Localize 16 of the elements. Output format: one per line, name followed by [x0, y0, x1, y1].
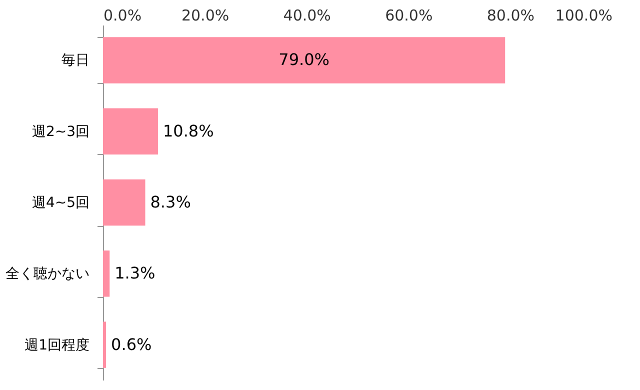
data-label: 8.3% [150, 192, 191, 212]
x-tick-label: 60.0% [385, 6, 433, 24]
x-tick-label: 80.0% [486, 6, 535, 24]
y-tick-label: 毎日 [62, 52, 90, 69]
data-label: 10.8% [162, 121, 214, 140]
data-label: 79.0% [278, 50, 330, 70]
x-tick-label: 0.0% [104, 6, 142, 24]
y-tick-label: 全く聴かない [6, 266, 90, 282]
y-tick-label: 週4~5回 [32, 195, 90, 211]
data-label: 1.3% [114, 264, 156, 283]
x-tick-label: 100.0% [555, 6, 612, 24]
y-tick-label: 週1回程度 [24, 337, 90, 354]
y-tick-label: 週2~3回 [32, 124, 90, 140]
x-tick-label: 40.0% [283, 6, 331, 24]
data-label: 0.6% [111, 334, 152, 354]
x-tick-label: 20.0% [181, 6, 230, 24]
